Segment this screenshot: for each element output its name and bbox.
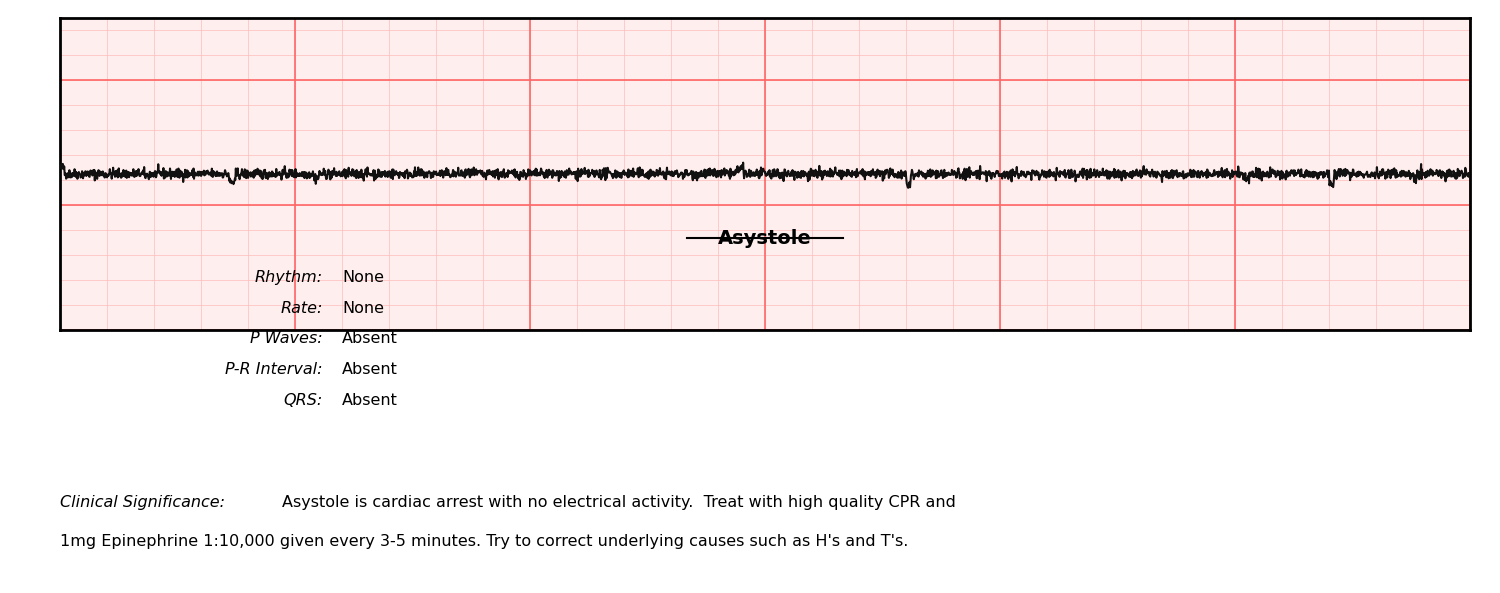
Text: Absent: Absent [342, 393, 398, 408]
Text: QRS:: QRS: [284, 393, 322, 408]
Text: Asystole: Asystole [718, 229, 812, 248]
Text: Rhythm:: Rhythm: [255, 270, 322, 285]
Text: Asystole is cardiac arrest with no electrical activity.  Treat with high quality: Asystole is cardiac arrest with no elect… [282, 495, 956, 510]
Text: None: None [342, 270, 384, 285]
Text: Absent: Absent [342, 362, 398, 377]
Text: P-R Interval:: P-R Interval: [225, 362, 322, 377]
Text: Clinical Significance:: Clinical Significance: [60, 495, 225, 510]
Text: P Waves:: P Waves: [251, 331, 322, 346]
Text: 1mg Epinephrine 1:10,000 given every 3-5 minutes. Try to correct underlying caus: 1mg Epinephrine 1:10,000 given every 3-5… [60, 534, 909, 549]
Text: None: None [342, 301, 384, 315]
Text: Rate:: Rate: [280, 301, 322, 315]
Text: Absent: Absent [342, 331, 398, 346]
